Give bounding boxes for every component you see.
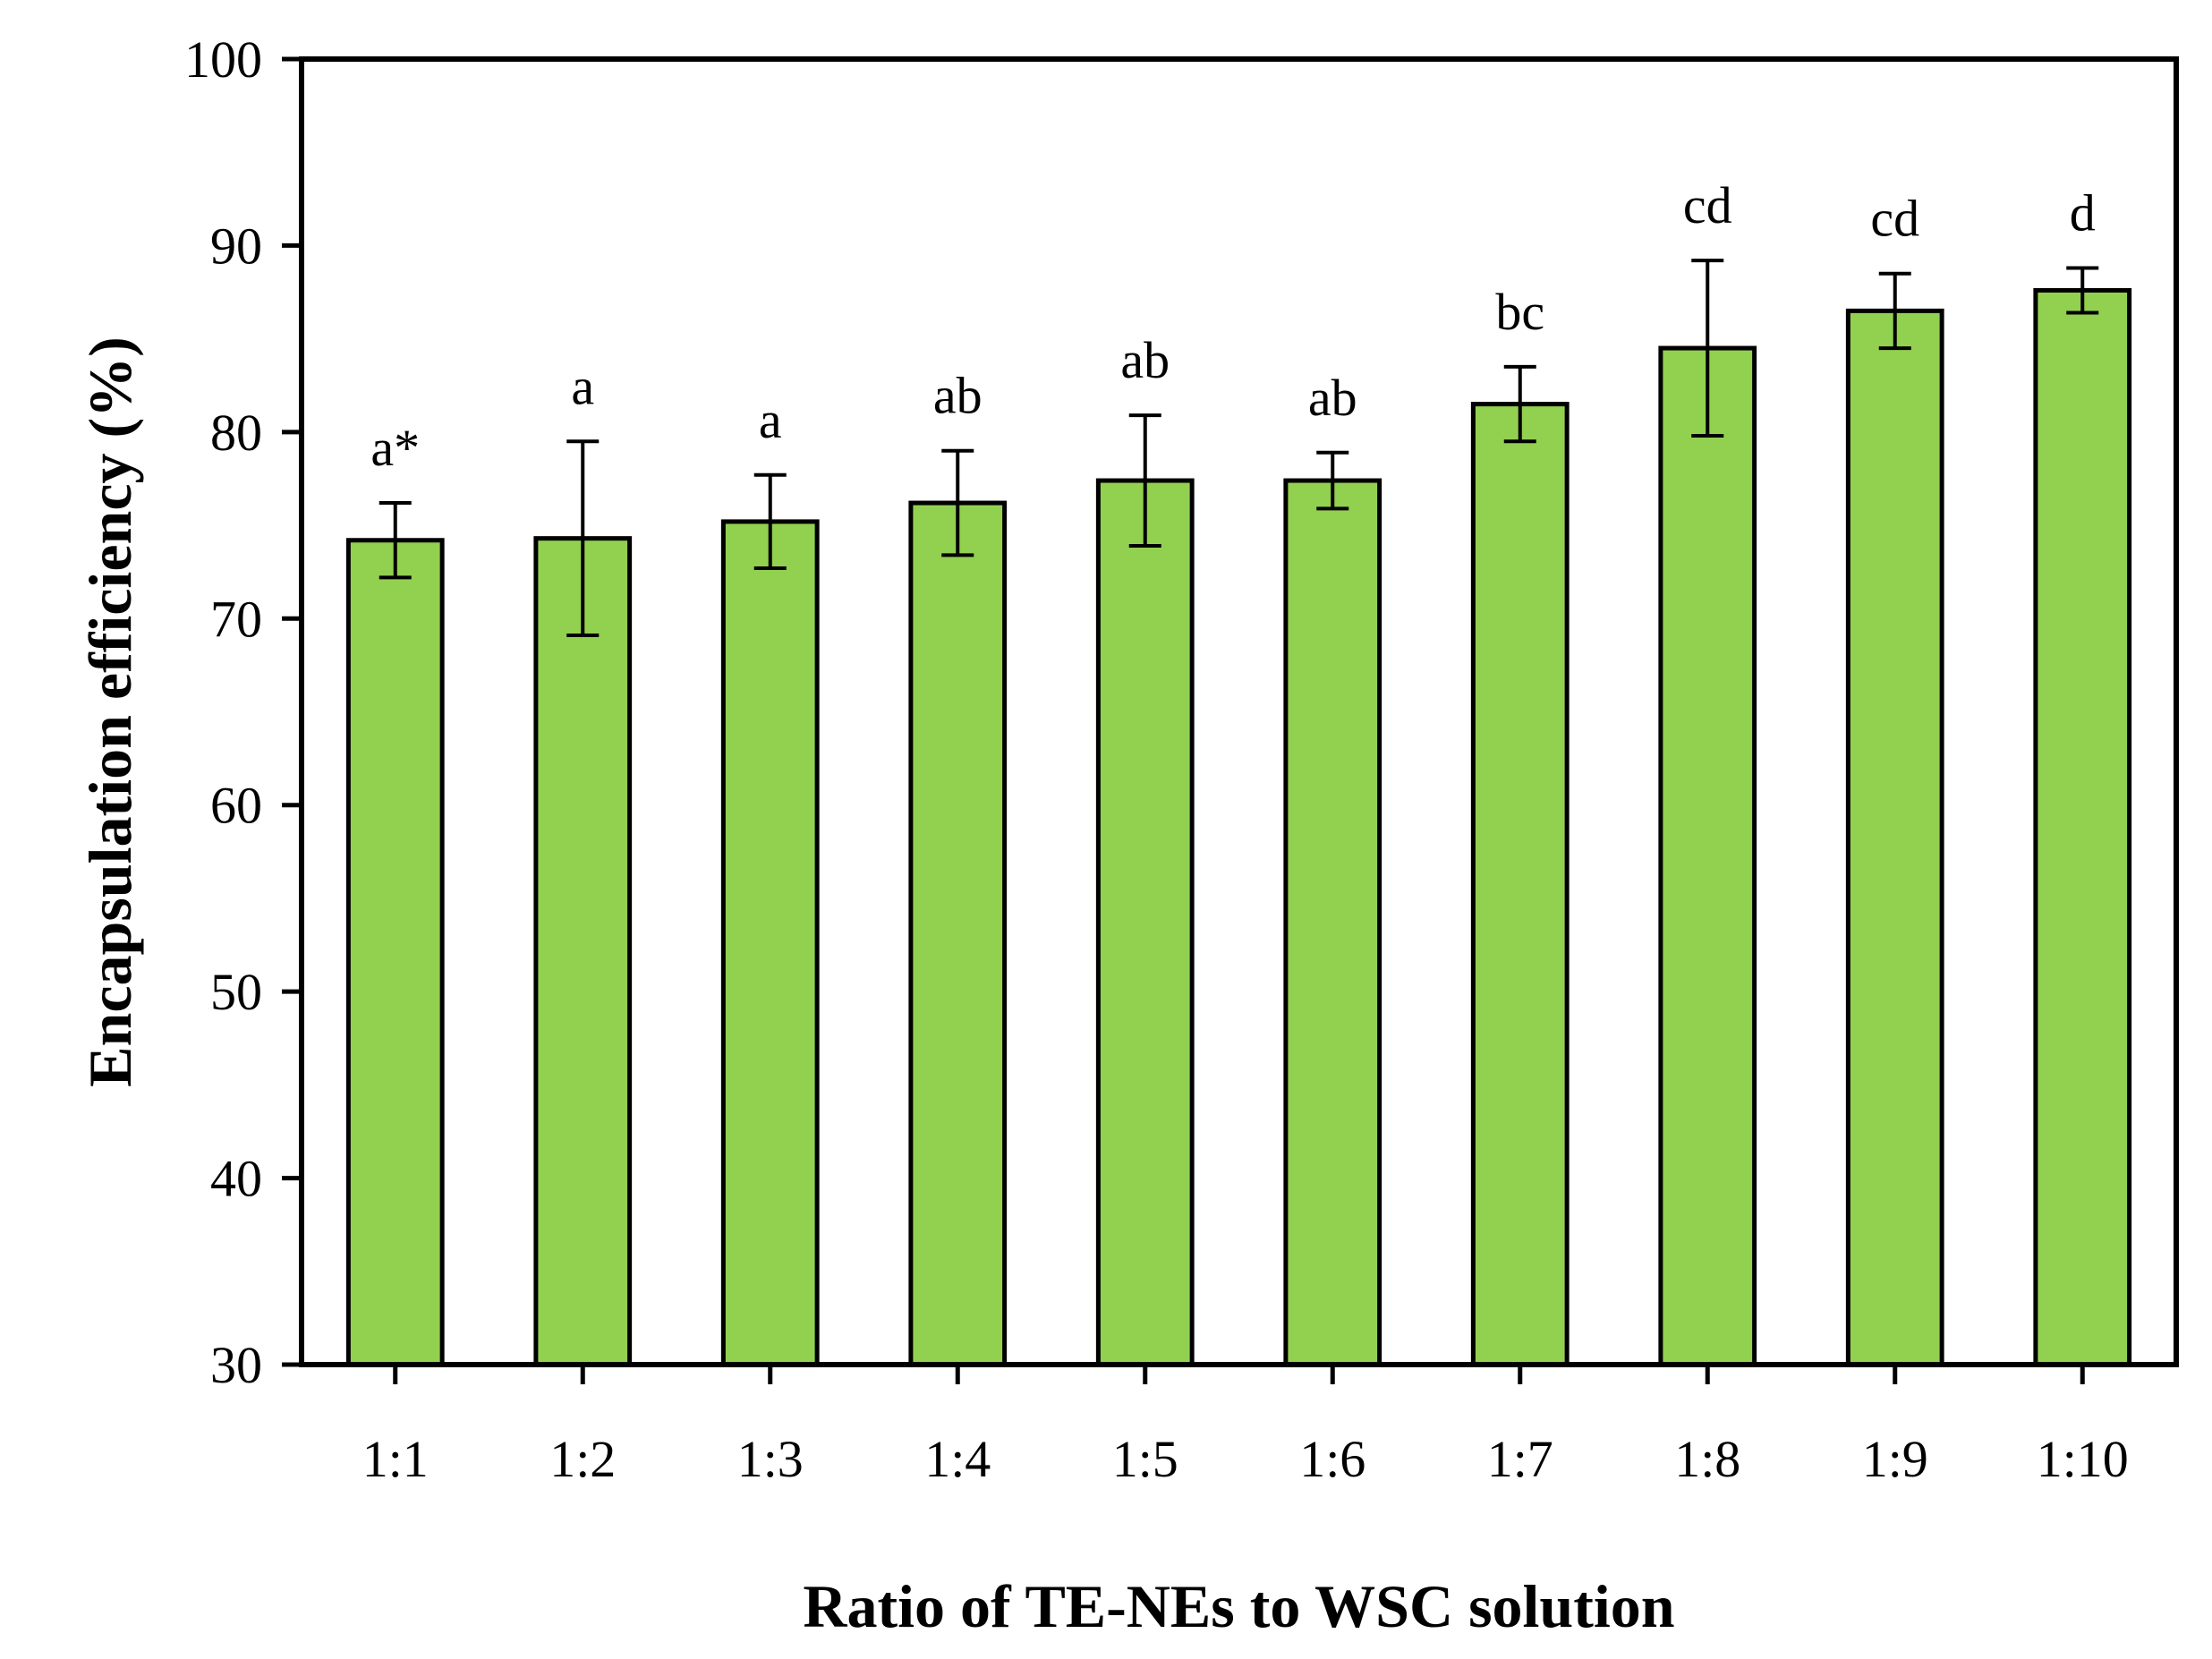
y-tick-label: 100 — [184, 30, 262, 89]
bar — [908, 500, 1008, 1367]
bar — [1095, 478, 1195, 1367]
x-tick-label: 1:5 — [1112, 1430, 1178, 1488]
y-tick-label: 60 — [210, 777, 262, 835]
x-tick-label: 1:7 — [1487, 1430, 1553, 1488]
significance-label: a — [759, 391, 782, 449]
x-axis-title: Ratio of TE-NEs to WSC solution — [803, 1572, 1674, 1640]
bar — [720, 519, 820, 1367]
bar — [1470, 402, 1570, 1367]
significance-label: ab — [933, 367, 983, 425]
x-tick-label: 1:3 — [737, 1430, 804, 1488]
error-bars-layer — [379, 259, 2099, 638]
significance-label: bc — [1495, 283, 1544, 341]
y-tick-label: 80 — [210, 404, 262, 462]
labels-layer: 30 40 50 60 70 80 90 100 1:1 a* 1:2 a 1:3 a 1:4 ab 1:5 ab… — [184, 30, 2129, 1488]
bars-layer — [345, 287, 2132, 1367]
x-tick-label: 1:2 — [549, 1430, 616, 1488]
y-tick-label: 50 — [210, 963, 262, 1021]
x-tick-label: 1:1 — [362, 1430, 429, 1488]
significance-label: d — [2070, 183, 2096, 242]
plot-frame — [299, 56, 2179, 1367]
y-tick-label: 90 — [210, 217, 262, 275]
significance-label: cd — [1683, 176, 1732, 234]
significance-label: a* — [370, 419, 420, 477]
ticks-layer — [282, 56, 2085, 1384]
bar — [1658, 345, 1757, 1367]
bar — [2033, 287, 2132, 1367]
x-tick-label: 1:8 — [1674, 1430, 1740, 1488]
bar — [1845, 308, 1944, 1367]
significance-label: a — [571, 357, 594, 415]
x-tick-label: 1:10 — [2037, 1430, 2129, 1488]
bar — [533, 536, 633, 1367]
bar — [345, 538, 445, 1367]
bar — [1283, 478, 1382, 1367]
x-tick-label: 1:9 — [1862, 1430, 1928, 1488]
y-tick-label: 70 — [210, 590, 262, 648]
significance-label: ab — [1120, 331, 1170, 389]
y-tick-label: 30 — [210, 1336, 262, 1394]
significance-label: ab — [1308, 369, 1357, 427]
y-tick-label: 40 — [210, 1150, 262, 1208]
y-axis-title: Encapsulation efficiency (%) — [76, 336, 144, 1087]
x-tick-label: 1:6 — [1299, 1430, 1365, 1488]
significance-label: cd — [1870, 190, 1919, 248]
x-tick-label: 1:4 — [924, 1430, 991, 1488]
